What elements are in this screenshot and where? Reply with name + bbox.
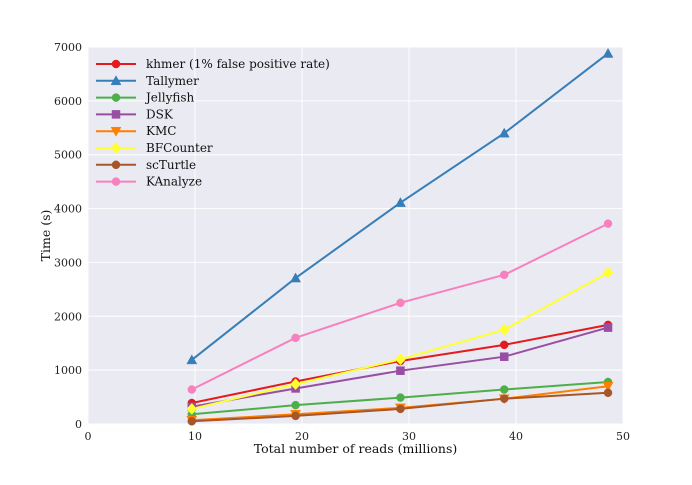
- data-point: [603, 323, 613, 332]
- x-tick-label: 50: [616, 430, 630, 443]
- legend-label: Tallymer: [146, 74, 199, 88]
- y-tick-label: 7000: [54, 41, 82, 54]
- data-point: [499, 340, 509, 350]
- data-point: [396, 393, 405, 402]
- y-tick-label: 6000: [54, 95, 82, 108]
- data-point: [396, 404, 405, 414]
- x-axis-label: Total number of reads (millions): [254, 441, 458, 456]
- legend-label: KAnalyze: [146, 175, 202, 189]
- y-tick-label: 1000: [54, 364, 82, 377]
- x-tick-label: 0: [85, 430, 92, 443]
- legend-marker: [111, 177, 121, 186]
- data-point: [498, 127, 510, 138]
- legend-marker: [110, 142, 122, 154]
- legend-marker: [111, 160, 121, 170]
- data-point: [291, 400, 300, 410]
- legend-label: BFCounter: [146, 141, 213, 155]
- legend: khmer (1% false positive rate) Tallymer Je…: [96, 57, 330, 189]
- legend-marker: [110, 126, 122, 137]
- y-tick-label: 4000: [54, 203, 82, 216]
- data-point: [396, 366, 405, 375]
- data-point: [395, 197, 406, 207]
- y-tick-label: 0: [75, 418, 82, 431]
- data-point: [602, 266, 614, 279]
- x-axis-ticks: 0 10 20 30 40 50: [85, 430, 631, 443]
- data-point: [186, 354, 198, 365]
- x-tick-label: 10: [188, 430, 202, 443]
- data-point: [395, 353, 406, 366]
- data-point: [603, 219, 613, 228]
- data-point: [499, 394, 509, 403]
- x-tick-label: 30: [402, 430, 416, 443]
- series-markers: [186, 47, 614, 426]
- data-point: [498, 323, 510, 336]
- legend-marker: [111, 110, 121, 119]
- data-point: [603, 388, 613, 398]
- legend-marker: [111, 93, 121, 102]
- data-point: [291, 411, 300, 421]
- y-tick-label: 3000: [54, 256, 82, 269]
- y-axis-ticks: 0 1000 2000 3000 4000 5000 6000 7000: [54, 41, 82, 431]
- x-tick-label: 40: [509, 430, 523, 443]
- x-tick-label: 20: [295, 430, 309, 443]
- data-point: [499, 385, 509, 394]
- data-point: [499, 352, 509, 361]
- legend-label: DSK: [146, 107, 174, 121]
- data-point: [187, 385, 197, 394]
- legend-label: Jellyfish: [144, 91, 195, 105]
- legend-marker: [111, 59, 121, 69]
- data-point: [186, 403, 198, 415]
- data-point: [290, 272, 302, 283]
- legend-marker: [110, 75, 122, 86]
- data-point: [602, 47, 614, 58]
- data-point: [290, 378, 301, 391]
- data-point: [187, 417, 197, 426]
- legend-label: KMC: [146, 124, 176, 138]
- data-point: [396, 298, 405, 308]
- y-tick-label: 5000: [54, 149, 82, 162]
- legend-label: scTurtle: [146, 158, 196, 172]
- data-point: [499, 270, 509, 280]
- legend-label: khmer (1% false positive rate): [146, 57, 330, 71]
- grid-lines: [87, 46, 624, 425]
- data-point: [291, 333, 300, 343]
- data-point: [602, 382, 614, 392]
- y-tick-label: 2000: [54, 310, 82, 323]
- y-axis-label: Time (s): [38, 210, 53, 262]
